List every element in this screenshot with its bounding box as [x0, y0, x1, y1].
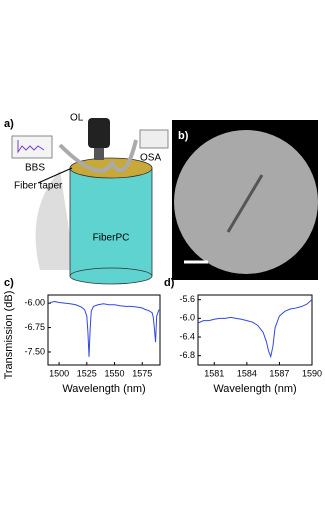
x-tick-label: 1590	[302, 368, 322, 378]
fiber	[58, 139, 138, 173]
x-tick-label: 1550	[105, 368, 125, 378]
x-tick-label: 1575	[132, 368, 152, 378]
data-line	[197, 299, 313, 359]
y-tick-label: -6.4	[179, 331, 195, 341]
label: Fiber taper	[14, 181, 63, 192]
panel-label: b)	[178, 130, 189, 142]
label: OL	[70, 113, 84, 124]
x-tick-label: 1584	[237, 368, 257, 378]
y-tick-label: -6.75	[24, 322, 45, 332]
y-tick-label: -6.8	[179, 350, 195, 360]
y-tick-label: -6.0	[179, 313, 195, 323]
x-axis-label: Wavelength (nm)	[62, 383, 145, 395]
shadow	[35, 170, 75, 270]
x-tick-label: 1581	[204, 368, 224, 378]
micrograph: b)	[172, 120, 318, 280]
y-axis-label: Transmission (dB)	[3, 291, 15, 380]
objective	[88, 118, 110, 148]
x-tick-label: 1500	[49, 368, 69, 378]
defect	[226, 174, 264, 233]
cylinder	[69, 167, 153, 277]
cylinder-base	[69, 267, 153, 285]
x-tick-label: 1587	[269, 368, 289, 378]
x-tick-label: 1525	[77, 368, 97, 378]
label: BBS	[25, 163, 45, 174]
osa-box	[139, 129, 169, 149]
panel-label: a)	[4, 118, 14, 130]
x-axis-label: Wavelength (nm)	[213, 383, 296, 395]
objective-tip	[94, 148, 104, 160]
bbs-icon	[17, 140, 45, 154]
y-tick-label: -6.00	[24, 298, 45, 308]
panel-label: d)	[164, 277, 175, 289]
arrow	[37, 167, 73, 184]
data-line	[50, 300, 160, 357]
bbs-box	[11, 135, 53, 159]
panel-label: c)	[4, 277, 14, 289]
y-tick-label: -7.50	[24, 346, 45, 356]
plot-frame	[197, 294, 313, 366]
setup-diagram: a) BBS OL OSA Fiber taper FiberPC	[4, 113, 169, 285]
label: OSA	[140, 153, 161, 164]
label: FiberPC	[93, 233, 130, 244]
crystal-top	[69, 157, 153, 179]
plot-frame	[47, 294, 161, 366]
y-tick-label: -5.6	[179, 294, 195, 304]
